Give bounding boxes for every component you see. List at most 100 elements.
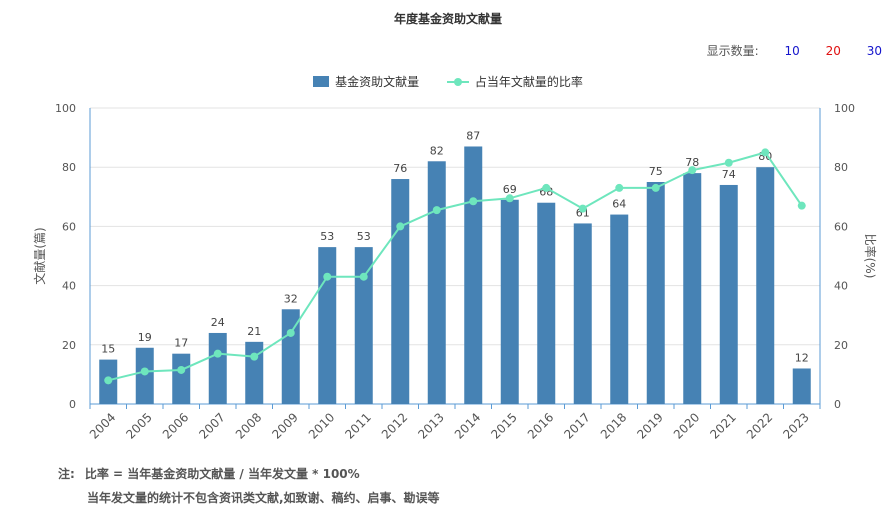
ratio-point <box>724 158 733 167</box>
x-tick-label: 2014 <box>452 410 483 441</box>
bar <box>792 368 811 404</box>
bar <box>391 179 410 404</box>
y2-tick-label: 40 <box>834 280 848 293</box>
x-tick-label: 2023 <box>780 410 811 441</box>
bar-data-label: 32 <box>284 292 298 305</box>
display-count-label: 显示数量: <box>706 44 759 58</box>
y2-tick-label: 0 <box>834 398 841 411</box>
y-tick-label: 60 <box>62 220 76 233</box>
display-count-option-20[interactable]: 20 <box>825 44 841 58</box>
x-tick-label: 2007 <box>196 410 227 441</box>
bar <box>245 341 264 404</box>
display-count-option-30[interactable]: 30 <box>866 44 882 58</box>
ratio-point <box>177 365 186 374</box>
bar <box>683 173 702 404</box>
x-tick-label: 2009 <box>269 410 300 441</box>
bar <box>135 347 154 404</box>
bar-data-label: 21 <box>247 325 261 338</box>
bar-data-label: 78 <box>685 156 699 169</box>
x-tick-label: 2013 <box>415 410 446 441</box>
ratio-point <box>469 197 478 206</box>
chart-title: 年度基金资助文献量 <box>393 12 502 26</box>
y2-tick-label: 80 <box>834 161 848 174</box>
y-tick-label: 80 <box>62 161 76 174</box>
bar-data-label: 87 <box>466 129 480 142</box>
x-tick-label: 2005 <box>123 410 154 441</box>
legend-line-label: 占当年文献量的比率 <box>474 75 583 89</box>
bar <box>354 247 373 404</box>
x-tick-label: 2018 <box>598 410 629 441</box>
bar-data-label: 15 <box>101 343 115 356</box>
ratio-point <box>578 204 587 213</box>
bar <box>500 199 519 404</box>
x-tick-label: 2006 <box>160 410 191 441</box>
ratio-point <box>688 166 697 175</box>
bar-data-label: 19 <box>138 331 152 344</box>
legend-bar-label: 基金资助文献量 <box>335 75 420 89</box>
y-tick-label: 40 <box>62 280 76 293</box>
x-tick-label: 2017 <box>561 410 592 441</box>
note-line-1: 比率 = 当年基金资助文献量 / 当年发文量 * 100% <box>84 467 360 481</box>
x-tick-label: 2012 <box>379 410 410 441</box>
legend-item-line-series[interactable]: 占当年文献量的比率 <box>446 73 583 90</box>
ratio-line <box>108 151 803 382</box>
x-tick-label: 2015 <box>488 410 519 441</box>
ratio-point <box>432 206 441 215</box>
bar <box>318 247 337 404</box>
chart-legend: 基金资助文献量 占当年文献量的比率 <box>0 73 896 90</box>
bar-data-label: 53 <box>320 230 334 243</box>
y2-tick-label: 100 <box>834 102 855 115</box>
ratio-point <box>651 183 660 192</box>
legend-bar-swatch <box>313 76 330 87</box>
legend-item-bar-series[interactable]: 基金资助文献量 <box>313 73 419 90</box>
bar <box>573 223 592 404</box>
ratio-point <box>761 148 770 157</box>
bar-data-label: 24 <box>211 316 225 329</box>
ratio-point <box>797 201 806 210</box>
y-tick-label: 20 <box>62 339 76 352</box>
x-tick-label: 2019 <box>634 410 665 441</box>
ratio-point <box>104 376 113 385</box>
bar <box>281 309 300 404</box>
ratio-point <box>250 352 259 361</box>
ratio-point <box>359 272 368 281</box>
bar-data-label: 75 <box>649 165 663 178</box>
bar <box>172 353 191 404</box>
bar-data-label: 64 <box>612 198 626 211</box>
display-count-option-10[interactable]: 10 <box>784 44 800 58</box>
y2-axis-title: 比率(%) <box>863 234 878 279</box>
x-tick-label: 2004 <box>87 410 118 441</box>
ratio-point <box>542 183 551 192</box>
bar-data-label: 12 <box>795 351 809 364</box>
ratio-point <box>615 183 624 192</box>
ratio-point <box>140 367 149 376</box>
bar <box>646 182 665 404</box>
x-tick-label: 2010 <box>306 410 337 441</box>
bar <box>719 184 738 404</box>
note-exclusion: 当年发文量的统计不包含资讯类文献,如致谢、稿约、启事、勘误等 <box>87 491 440 505</box>
x-tick-label: 2020 <box>671 410 702 441</box>
note-prefix: 注: <box>58 467 75 481</box>
x-tick-label: 2011 <box>342 410 373 441</box>
bar-data-label: 17 <box>174 337 188 350</box>
ratio-point <box>505 194 514 203</box>
ratio-point <box>323 272 332 281</box>
bar-data-label: 53 <box>357 230 371 243</box>
display-count-control: 显示数量: 10 20 30 <box>707 42 882 59</box>
note-ratio: 注: 比率 = 当年基金资助文献量 / 当年发文量 * 100% <box>58 465 360 482</box>
bar-data-label: 74 <box>722 168 736 181</box>
y2-tick-label: 20 <box>834 339 848 352</box>
x-tick-label: 2016 <box>525 410 556 441</box>
ratio-point <box>286 328 295 337</box>
legend-line-swatch <box>446 76 469 87</box>
y-tick-label: 100 <box>55 102 76 115</box>
bar <box>427 161 446 404</box>
bar <box>610 214 629 404</box>
x-tick-label: 2021 <box>707 410 738 441</box>
bar <box>464 146 483 405</box>
y-axis-title: 文献量(篇) <box>32 227 47 284</box>
ratio-point <box>396 222 405 231</box>
x-tick-label: 2022 <box>744 410 775 441</box>
y2-tick-label: 60 <box>834 220 848 233</box>
